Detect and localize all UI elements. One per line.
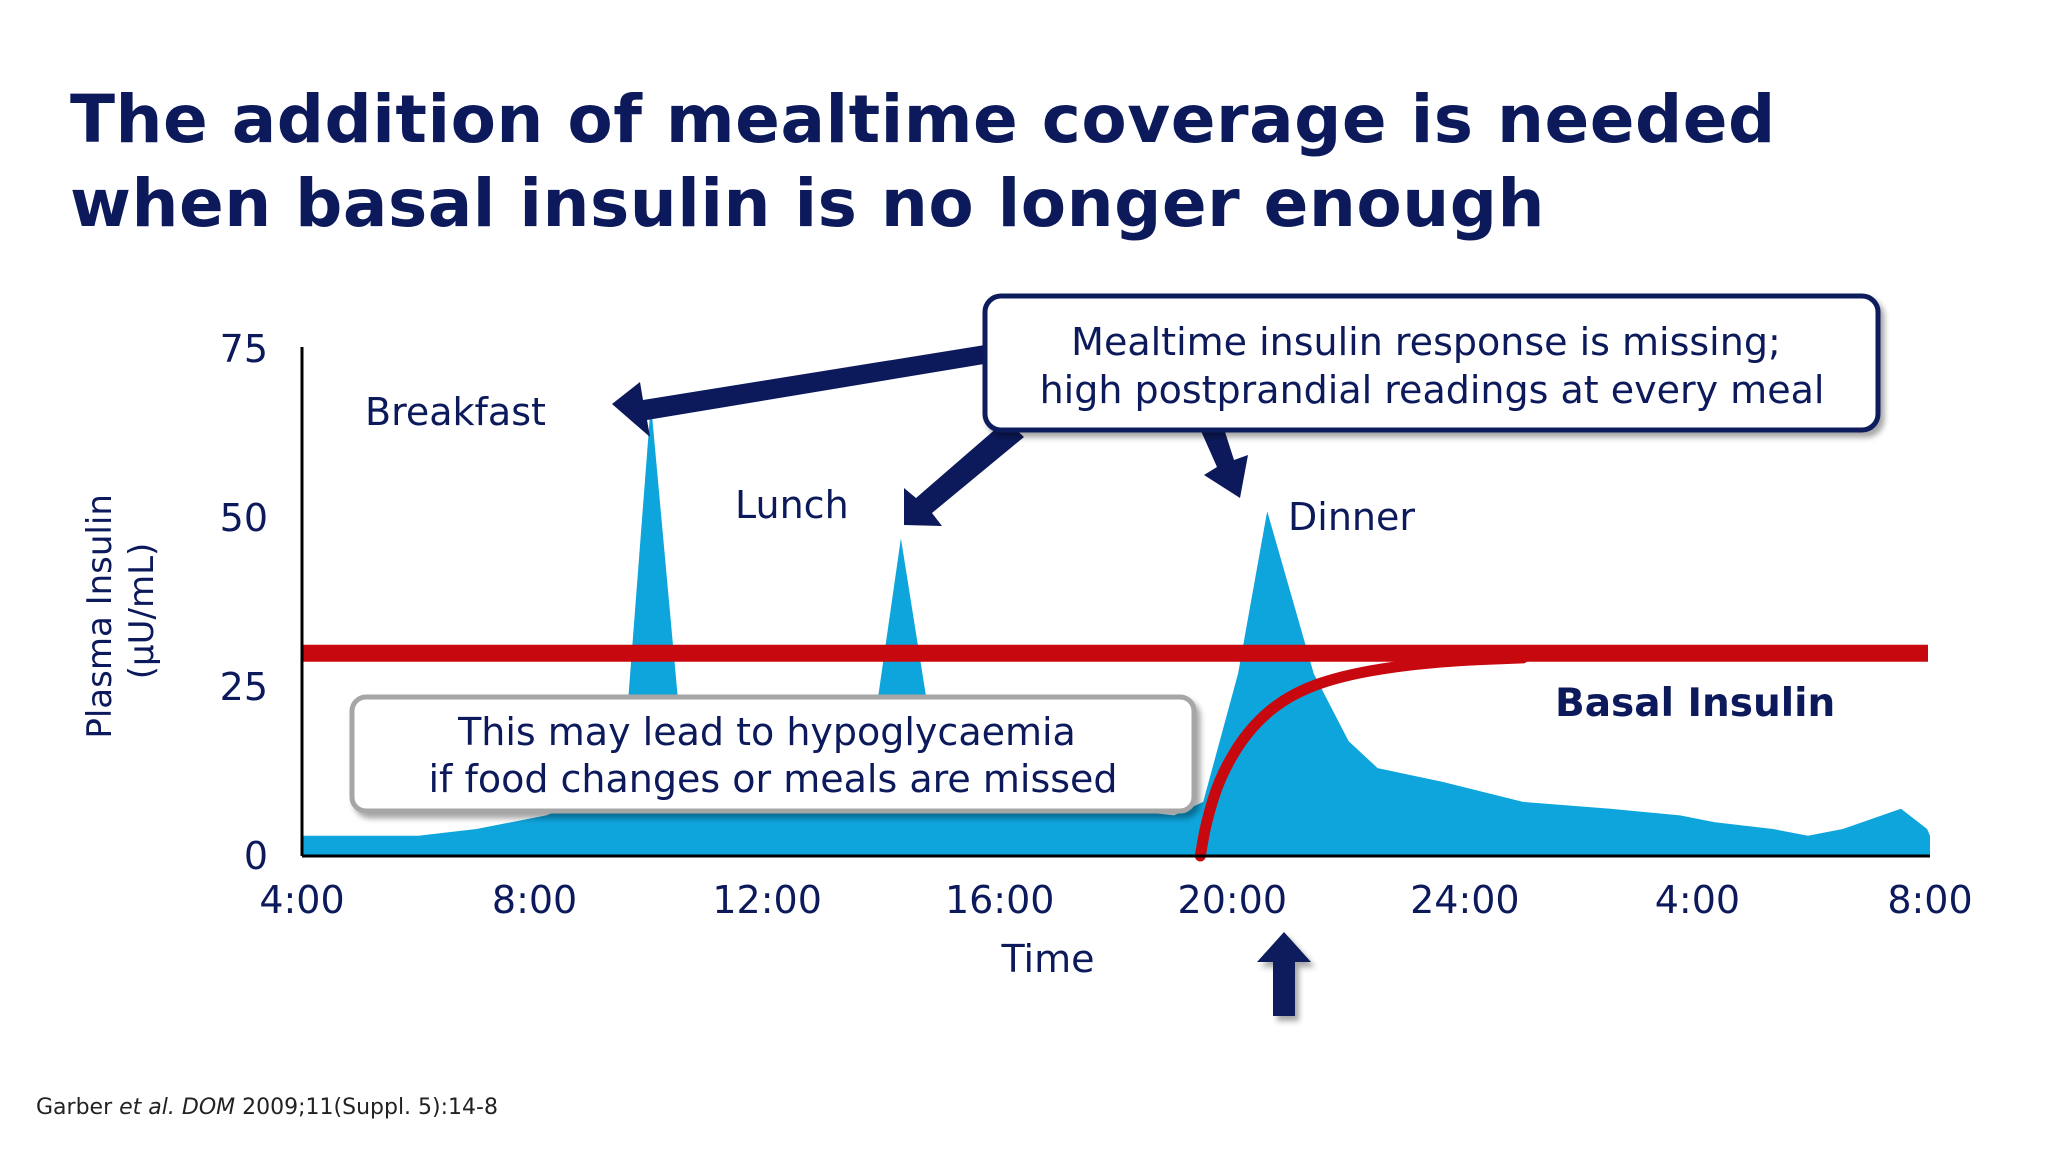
callout-hypo-box <box>349 694 1197 814</box>
y-tick-labels: 0 25 50 75 <box>220 327 268 878</box>
callout-missing-response <box>982 293 1881 433</box>
dinner-label: Dinner <box>1288 495 1415 539</box>
callout-missing-line-2: high postprandial readings at every meal <box>1040 368 1825 412</box>
callout-hypo-text: This may lead to hypoglycaemia if food c… <box>428 710 1117 801</box>
breakfast-label: Breakfast <box>365 390 546 434</box>
basal-onset-curve <box>1194 652 1529 862</box>
x-tick-label: 4:00 <box>1655 878 1740 922</box>
x-tick-label: 20:00 <box>1178 878 1288 922</box>
injection-arrow <box>1257 932 1311 1016</box>
y-axis-title-line-1: Plasma Insulin <box>80 494 120 739</box>
callout-hypo-line-2: if food changes or meals are missed <box>428 757 1117 801</box>
y-tick-label: 75 <box>220 327 268 371</box>
callout-missing-box <box>982 293 1881 433</box>
basal-insulin-label: Basal Insulin <box>1555 681 1835 726</box>
y-axis-title-line-2: (µU/mL) <box>122 543 162 680</box>
arrow-to-lunch <box>904 420 1024 526</box>
callout-hypoglycaemia <box>349 694 1197 814</box>
y-tick-label: 50 <box>220 496 268 540</box>
slide-title-line-2: when basal insulin is no longer enough <box>70 165 1545 242</box>
x-tick-label: 24:00 <box>1410 878 1520 922</box>
x-tick-label: 4:00 <box>259 878 344 922</box>
arrow-to-breakfast <box>612 345 990 437</box>
slide-title: The addition of mealtime coverage is nee… <box>70 78 1970 246</box>
x-tick-label: 16:00 <box>945 878 1055 922</box>
x-tick-label: 12:00 <box>712 878 822 922</box>
citation-journal: DOM <box>181 1095 236 1120</box>
x-tick-label: 8:00 <box>492 878 577 922</box>
y-tick-label: 25 <box>220 665 268 709</box>
slide-title-line-1: The addition of mealtime coverage is nee… <box>70 81 1776 158</box>
citation-authors: Garber <box>36 1095 113 1120</box>
x-axis-title: Time <box>1001 937 1095 981</box>
x-tick-labels: 4:00 8:00 12:00 16:00 20:00 24:00 4:00 8… <box>259 878 1972 922</box>
citation-ref: 2009;11(Suppl. 5):14-8 <box>242 1095 498 1120</box>
lunch-label: Lunch <box>735 483 849 527</box>
y-axis-title: Plasma Insulin (µU/mL) <box>80 483 162 738</box>
callout-missing-line-1: Mealtime insulin response is missing; <box>1071 320 1781 364</box>
x-tick-label: 8:00 <box>1887 878 1972 922</box>
callout-hypo-line-1: This may lead to hypoglycaemia <box>457 710 1076 754</box>
up-arrow-icon <box>1257 932 1311 1016</box>
citation-etal: et al. <box>119 1095 175 1120</box>
citation: Garber et al. DOM 2009;11(Suppl. 5):14-8 <box>36 1095 498 1120</box>
callout-missing-text: Mealtime insulin response is missing; hi… <box>1040 320 1825 412</box>
y-tick-label: 0 <box>244 834 268 878</box>
